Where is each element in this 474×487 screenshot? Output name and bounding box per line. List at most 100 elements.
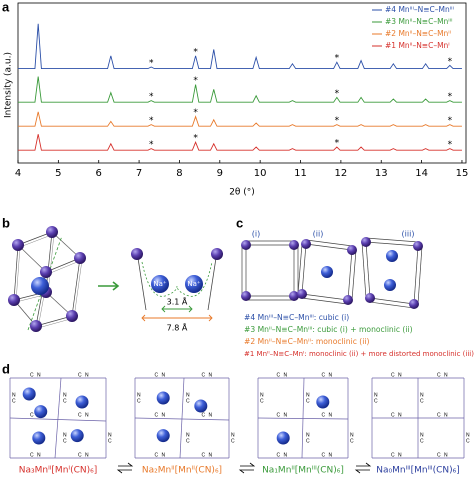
bond [417, 246, 423, 305]
atom [343, 295, 353, 305]
atom-label: N [466, 432, 470, 438]
atom-label: C [420, 438, 424, 444]
atom [276, 431, 290, 445]
atom [297, 289, 307, 299]
atom-label: C [63, 438, 67, 444]
atom [74, 252, 86, 264]
distance-label: 7.8 Å [167, 322, 188, 333]
formula: Na₂Mnᴵᴵ[Mnᴵᴵ(CN)₆] [142, 466, 222, 476]
atom-label: C [306, 438, 310, 444]
series-line [18, 76, 462, 103]
atom [241, 240, 251, 250]
description-line: #1 Mnᴵᴵ–N≡C–Mnᴵ: monoclinic (ii) + more … [244, 350, 474, 358]
atom-label: C [322, 412, 326, 418]
x-tick-label: 6 [96, 168, 102, 179]
atom-label: N [37, 372, 41, 378]
peak-marker: * [335, 54, 340, 64]
atom-label: N [63, 432, 67, 438]
atom-label: N [162, 412, 166, 418]
atom-label: N [306, 432, 310, 438]
atom-label: C [420, 398, 424, 404]
atom-label: N [329, 412, 333, 418]
bond [369, 301, 414, 309]
atom-label: N [162, 452, 166, 458]
atom-label: C [78, 412, 82, 418]
atom [75, 395, 89, 409]
x-tick-label: 13 [375, 168, 388, 179]
bond [137, 257, 147, 311]
atom [321, 266, 333, 278]
atom-label: N [63, 392, 67, 398]
atom-label: C [202, 412, 206, 418]
formula: Na₀Mnᴵᴵᴵ[Mnᴵᴵᴵ(CN)₆] [376, 466, 459, 476]
bond [179, 377, 185, 459]
bond [27, 235, 63, 331]
atom-label: C [322, 452, 326, 458]
atom-label: C [391, 372, 395, 378]
bond [301, 293, 349, 301]
bond [301, 243, 307, 295]
atom [289, 291, 299, 301]
atom [241, 291, 251, 301]
equilibrium-arrow [354, 462, 372, 474]
x-tick-label: 5 [55, 168, 61, 179]
bond [366, 237, 419, 243]
distance-arrow [141, 314, 213, 322]
atom-label: C [322, 372, 326, 378]
atom-label: C [277, 412, 281, 418]
panel-label: d [2, 361, 10, 376]
x-tick-label: 12 [335, 168, 348, 179]
formula: Na₁Mnᴵᴵ[Mnᴵᴵᴵ(CN)₆] [262, 466, 344, 476]
atom-label: N [398, 372, 402, 378]
bond [71, 257, 81, 317]
atom [289, 240, 299, 250]
atom-label: N [420, 432, 424, 438]
bond [54, 377, 62, 459]
atom [347, 245, 357, 255]
atom-label: C [391, 412, 395, 418]
atom-label: C [202, 452, 206, 458]
bond [35, 315, 73, 327]
atom [409, 299, 419, 309]
atom-label: N [374, 392, 378, 398]
x-tick-label: 9 [217, 168, 223, 179]
peak-marker: * [448, 140, 453, 150]
peak-marker: * [149, 59, 154, 69]
peak-marker: * [448, 116, 453, 126]
atom-label: C [78, 372, 82, 378]
atom-label: C [202, 372, 206, 378]
atom-label: N [398, 452, 402, 458]
dashed-curve [141, 261, 213, 297]
series-line [18, 134, 462, 151]
peak-marker: * [149, 140, 154, 150]
bond [297, 243, 303, 294]
atom [413, 241, 423, 251]
structure-label: (iii) [402, 230, 415, 239]
atom [301, 239, 311, 249]
atom-label: N [398, 412, 402, 418]
atom [30, 320, 42, 332]
bond [301, 297, 348, 305]
atom-label: C [78, 452, 82, 458]
atom-label: N [284, 452, 288, 458]
atom-label: N [444, 372, 448, 378]
atom [40, 266, 52, 278]
bond [369, 297, 415, 305]
atom [31, 277, 49, 295]
legend-label: #1 Mnᴵᴵ–N≡C–Mnᴵ [385, 41, 450, 50]
atom-label: C [260, 398, 264, 404]
atom-label: N [85, 412, 89, 418]
peak-marker: * [448, 92, 453, 102]
bond [207, 257, 217, 311]
atom-label: N [12, 392, 16, 398]
atom-label: N [284, 372, 288, 378]
atom [211, 248, 223, 260]
x-tick-label: 11 [294, 168, 307, 179]
atom-label: N [186, 432, 190, 438]
atom-label: N [350, 432, 354, 438]
peak-marker: * [193, 134, 198, 144]
atom-label: N [85, 372, 89, 378]
